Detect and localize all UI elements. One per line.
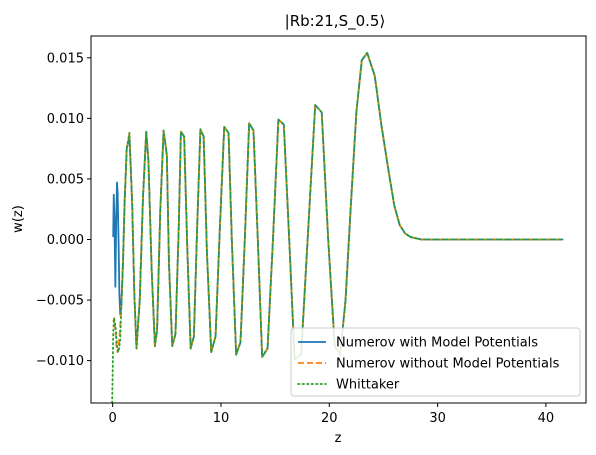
y-axis-label: w(z) <box>11 205 26 233</box>
x-tick-label: 20 <box>321 411 338 426</box>
chart-title: |Rb:21,S_0.5⟩ <box>285 12 386 31</box>
series-line-2 <box>111 52 565 403</box>
y-tick-label: 0.000 <box>47 233 84 248</box>
y-axis: −0.010 −0.005 0.000 0.005 0.010 0.015 <box>36 51 91 369</box>
y-tick-label: −0.005 <box>36 294 84 309</box>
legend-box <box>290 327 581 397</box>
x-axis-label: z <box>335 431 342 446</box>
plot-frame <box>90 35 587 404</box>
x-tick-label: 10 <box>213 411 230 426</box>
legend-label-0: Numerov with Model Potentials <box>336 336 538 351</box>
legend-label-1: Numerov without Model Potentials <box>336 357 560 372</box>
y-tick-label: −0.010 <box>36 354 84 369</box>
legend: Numerov with Model Potentials Numerov wit… <box>290 327 581 397</box>
x-tick-label: 30 <box>429 411 446 426</box>
x-tick-label: 40 <box>538 411 555 426</box>
y-tick-label: 0.005 <box>47 172 84 187</box>
y-tick-label: 0.010 <box>47 112 84 127</box>
y-tick-label: 0.015 <box>47 51 84 66</box>
x-tick-label: 0 <box>109 411 117 426</box>
legend-label-2: Whittaker <box>336 378 400 393</box>
series-layer <box>111 52 565 403</box>
x-axis: 0 10 20 30 40 <box>109 403 555 426</box>
